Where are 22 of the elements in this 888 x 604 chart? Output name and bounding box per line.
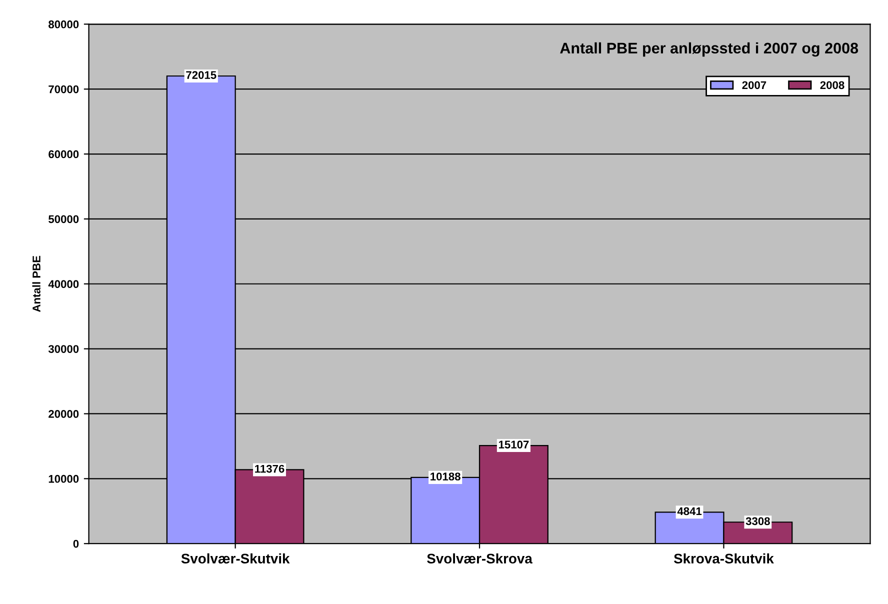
y-tick-label: 60000 — [48, 150, 79, 158]
x-tick-label: Svolvær-Skrova — [427, 553, 532, 564]
y-tick-label: 80000 — [48, 20, 79, 28]
data-label: 10188 — [430, 472, 460, 480]
y-axis-title: Antall PBE — [32, 256, 40, 312]
y-tick-label: 50000 — [48, 215, 79, 224]
data-label: 15107 — [498, 440, 529, 448]
y-tick-label: 30000 — [48, 345, 79, 353]
y-tick-label: 0 — [73, 540, 79, 548]
x-tick-label: Svolvær-Skutvik — [181, 553, 290, 564]
data-label: 11376 — [255, 464, 284, 473]
legend-label: 2007 — [742, 81, 766, 90]
data-label: 3308 — [746, 517, 770, 526]
y-tick-label: 10000 — [48, 474, 79, 483]
y-tick-label: 40000 — [48, 280, 79, 288]
y-tick-label: 70000 — [48, 85, 79, 94]
data-label: 72015 — [186, 71, 216, 79]
x-tick-label: Skrova-Skutvik — [674, 553, 774, 564]
data-label: 4841 — [677, 507, 702, 516]
legend-label: 2008 — [820, 81, 844, 90]
y-tick-label: 20000 — [48, 410, 79, 418]
text: Antall PBE per anløpssted i 2007 og 2008 — [560, 42, 858, 57]
